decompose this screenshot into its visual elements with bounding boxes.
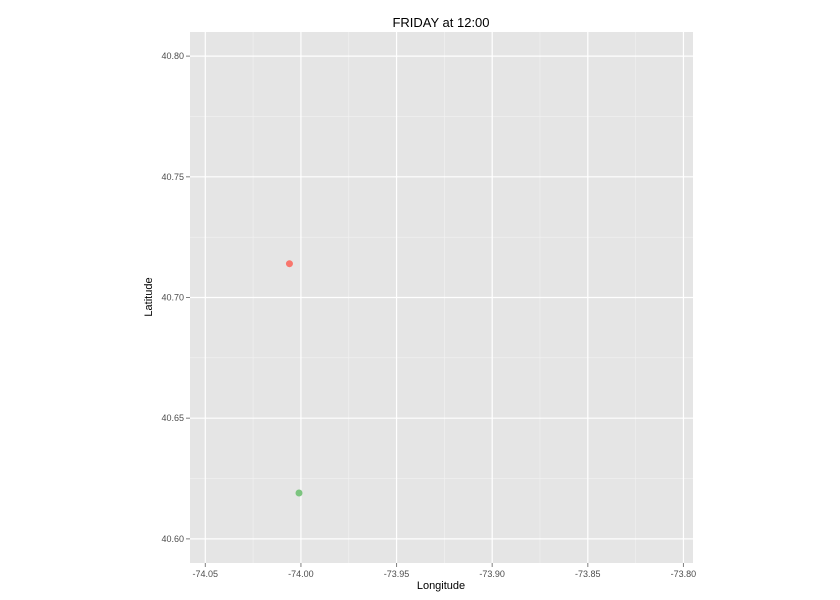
data-point bbox=[285, 260, 293, 268]
y-axis-title: Latitude bbox=[143, 277, 155, 316]
data-point bbox=[295, 489, 303, 497]
x-tick-label: -73.85 bbox=[575, 569, 601, 579]
x-axis-title: Longitude bbox=[417, 580, 465, 592]
y-tick-label: 40.70 bbox=[161, 293, 184, 303]
y-tick-label: 40.80 bbox=[161, 51, 184, 61]
y-tick-label: 40.60 bbox=[161, 534, 184, 544]
x-tick-label: -73.95 bbox=[384, 569, 410, 579]
x-tick-label: -74.05 bbox=[193, 569, 219, 579]
major-grid bbox=[190, 32, 693, 563]
x-tick-label: -74.00 bbox=[288, 569, 314, 579]
y-tick-label: 40.65 bbox=[161, 413, 184, 423]
x-tick-label: -73.80 bbox=[671, 569, 697, 579]
y-tick-label: 40.75 bbox=[161, 172, 184, 182]
x-tick-label: -73.90 bbox=[479, 569, 505, 579]
chart-title: FRIDAY at 12:00 bbox=[392, 15, 489, 30]
y-axis-ticks: 40.60 40.65 40.70 40.75 40.80 bbox=[161, 51, 190, 544]
data-points bbox=[285, 260, 303, 497]
x-axis-ticks: -74.05 -74.00 -73.95 -73.90 -73.85 -73.80 bbox=[193, 563, 697, 579]
